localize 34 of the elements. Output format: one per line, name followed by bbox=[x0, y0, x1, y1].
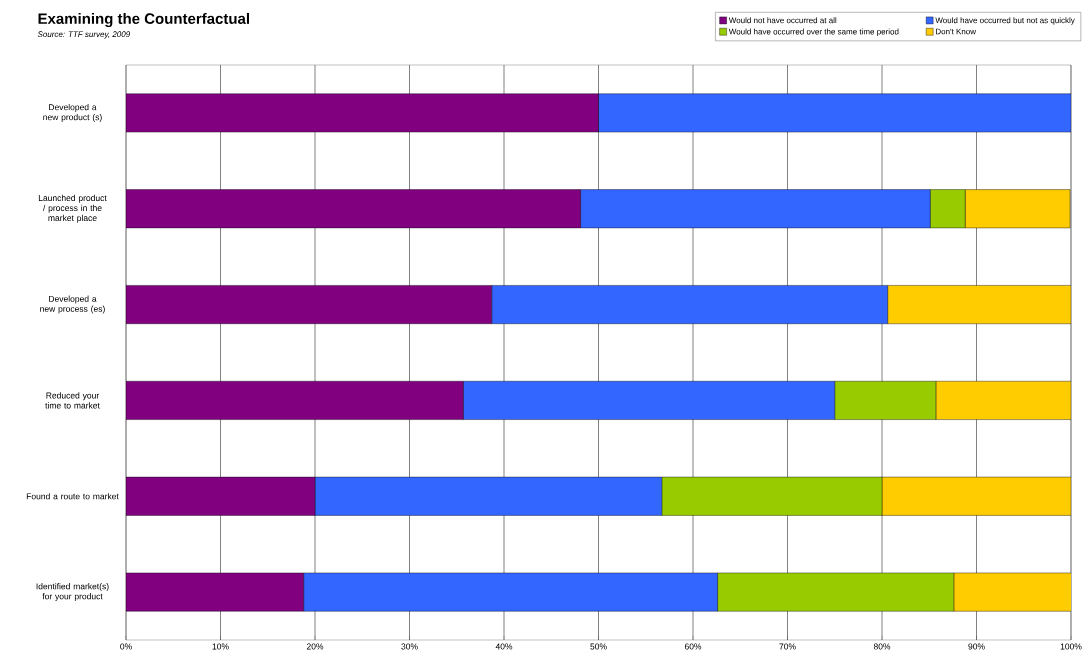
y-tick-label: Developed a new process (es) bbox=[40, 295, 105, 314]
legend-label: Would have occurred over the same time period bbox=[728, 28, 899, 37]
bar bbox=[126, 93, 599, 133]
legend-label: Would not have occurred at all bbox=[728, 17, 837, 24]
legend-label: Don't Know bbox=[936, 28, 977, 35]
x-tick-label: 30% bbox=[401, 643, 418, 650]
source-note: Source: TTF survey, 2009 bbox=[37, 31, 130, 39]
bar bbox=[126, 381, 464, 420]
bar bbox=[964, 189, 1071, 229]
y-tick-label: Found a route to market bbox=[26, 493, 119, 500]
chart-title: Examining the Counterfactual bbox=[38, 12, 249, 28]
x-tick-label: 40% bbox=[495, 643, 513, 650]
bar bbox=[887, 285, 1072, 324]
legend-label: Would have occurred but not as quickly bbox=[935, 17, 1075, 25]
bar bbox=[935, 381, 1072, 420]
x-tick-label: 80% bbox=[873, 643, 891, 650]
x-tick-label: 50% bbox=[590, 643, 607, 650]
x-tick-label: 10% bbox=[212, 643, 229, 650]
x-tick-label: 0% bbox=[120, 643, 132, 650]
bar bbox=[126, 476, 316, 516]
x-tick-label: 70% bbox=[779, 643, 796, 650]
x-tick-label: 100% bbox=[1060, 643, 1082, 650]
y-tick-label: Identified market(s) for your product bbox=[36, 583, 109, 602]
x-tick-label: 90% bbox=[968, 643, 985, 650]
bar bbox=[881, 476, 1072, 516]
bar bbox=[126, 572, 304, 612]
y-tick-label: Developed a new product (s) bbox=[43, 103, 102, 122]
y-tick-label: Launched product / process in the market place bbox=[38, 194, 107, 223]
y-tick-label: Reduced your time to market bbox=[45, 392, 100, 409]
bar bbox=[126, 285, 492, 324]
bar bbox=[953, 572, 1072, 612]
x-tick-label: 20% bbox=[306, 643, 324, 650]
x-tick-label: 60% bbox=[684, 643, 702, 650]
bar bbox=[126, 189, 581, 229]
